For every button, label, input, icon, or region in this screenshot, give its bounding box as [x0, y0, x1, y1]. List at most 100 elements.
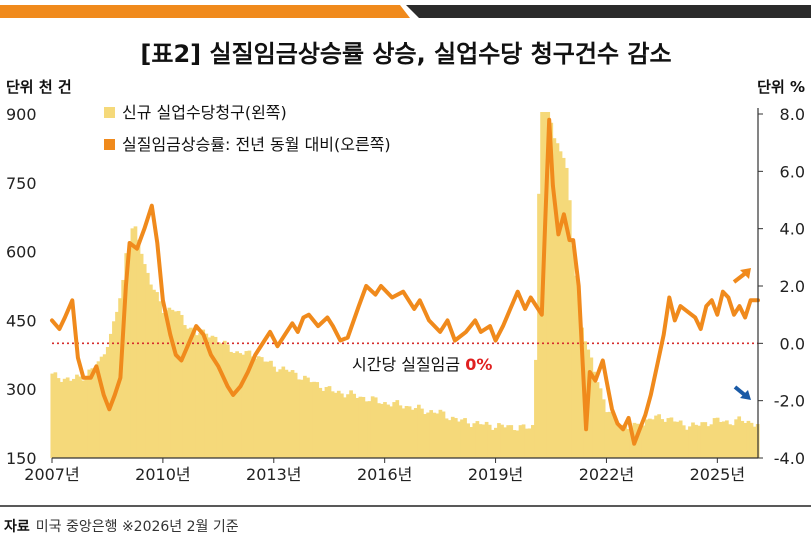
- claims-bar: [688, 426, 692, 458]
- claims-bar: [567, 200, 572, 458]
- x-tick-label: 2007년: [24, 465, 79, 484]
- claims-bar: [494, 427, 498, 458]
- claims-bar: [429, 410, 434, 458]
- claims-bar: [441, 411, 446, 458]
- claims-bar: [222, 340, 227, 458]
- claims-bar: [340, 393, 344, 458]
- claims-bar: [395, 400, 400, 458]
- claims-bar: [490, 429, 495, 458]
- claims-bar: [87, 369, 92, 458]
- claims-bar: [210, 335, 215, 458]
- claims-bar: [238, 353, 243, 458]
- x-tick-label: 2016년: [357, 465, 412, 484]
- claims-bar: [170, 309, 175, 458]
- claims-bar: [53, 372, 58, 458]
- claims-area: [50, 112, 760, 459]
- claims-bar: [564, 167, 569, 459]
- claims-bar: [401, 408, 406, 458]
- claims-bar: [284, 369, 289, 458]
- left-tick-label: 600: [6, 243, 37, 262]
- right-tick-label: 0.0: [780, 334, 805, 353]
- left-tick-label: 450: [6, 311, 37, 330]
- claims-bar: [226, 344, 230, 458]
- claims-bar: [127, 244, 132, 458]
- claims-bar: [417, 404, 421, 458]
- claims-bar: [50, 373, 55, 458]
- claims-bar: [75, 374, 79, 458]
- claims-bar: [731, 425, 735, 458]
- claims-bar: [152, 289, 156, 458]
- claims-bar: [306, 377, 310, 458]
- claims-bar: [346, 394, 350, 458]
- claims-bar: [68, 380, 73, 458]
- claims-bar: [447, 420, 452, 458]
- claims-bar: [484, 421, 489, 458]
- claims-bar: [555, 143, 560, 459]
- claims-bar: [315, 382, 320, 458]
- claims-bar: [176, 310, 181, 458]
- right-unit-label: 단위 %: [757, 78, 805, 96]
- claims-bar: [136, 239, 141, 458]
- claims-bar: [709, 424, 714, 458]
- claims-bar: [432, 412, 437, 458]
- claims-bar: [469, 426, 474, 458]
- source-label: 자료: [4, 519, 30, 535]
- claims-bar: [460, 419, 464, 458]
- claims-bar: [435, 413, 440, 458]
- claims-bar: [666, 418, 671, 458]
- claims-bar: [102, 354, 107, 458]
- claims-bar: [475, 421, 480, 458]
- left-tick-label: 300: [6, 380, 37, 399]
- claims-bar: [219, 343, 224, 458]
- claims-bar: [275, 371, 280, 458]
- claims-bar: [355, 397, 360, 458]
- claims-bar: [312, 381, 316, 458]
- claims-bar: [715, 417, 720, 458]
- claims-bar: [259, 357, 264, 458]
- zero-line-label: 시간당 실질임금 0%: [352, 355, 492, 374]
- claims-bar: [121, 279, 125, 458]
- x-tick-label: 2025년: [690, 465, 745, 484]
- claims-bar: [386, 404, 390, 458]
- claims-bar: [423, 414, 427, 458]
- claims-bar: [574, 275, 578, 458]
- claims-bar: [694, 424, 698, 458]
- claims-bar: [537, 193, 541, 458]
- claims-bar: [59, 381, 64, 458]
- claims-bar: [725, 420, 729, 458]
- claims-bar: [99, 356, 104, 458]
- claims-bar: [250, 356, 255, 458]
- claims-bar: [78, 376, 82, 458]
- claims-bar: [133, 226, 138, 458]
- claims-bar: [641, 425, 646, 458]
- claims-bar: [601, 399, 606, 458]
- right-tick-label: 2.0: [780, 277, 805, 296]
- claims-bar: [358, 396, 363, 458]
- claims-bar: [620, 424, 624, 458]
- claims-bar: [179, 314, 184, 458]
- claims-bar: [367, 401, 372, 458]
- claims-bar: [509, 425, 514, 458]
- claims-bar: [481, 424, 486, 458]
- claims-bar: [266, 361, 270, 458]
- claims-bar: [293, 372, 298, 458]
- claims-bar: [700, 422, 705, 458]
- claims-bar: [303, 375, 307, 458]
- claims-bar: [72, 378, 76, 458]
- claims-bar: [463, 418, 467, 458]
- claims-bar: [398, 405, 403, 458]
- chart-title: [표2] 실질임금상승률 상승, 실업수당 청구건수 감소: [140, 40, 671, 68]
- claims-bar: [558, 151, 563, 458]
- claims-bar: [487, 424, 492, 458]
- claims-bar: [324, 387, 329, 458]
- right-tick-label: 4.0: [780, 220, 805, 239]
- claims-bar: [672, 421, 677, 458]
- claims-bar: [604, 412, 609, 458]
- claims-bar: [90, 368, 95, 458]
- claims-bar: [629, 427, 634, 458]
- claims-bar: [644, 419, 649, 458]
- claims-bar: [478, 424, 483, 458]
- claims-bar: [595, 382, 600, 458]
- claims-bar: [96, 361, 101, 458]
